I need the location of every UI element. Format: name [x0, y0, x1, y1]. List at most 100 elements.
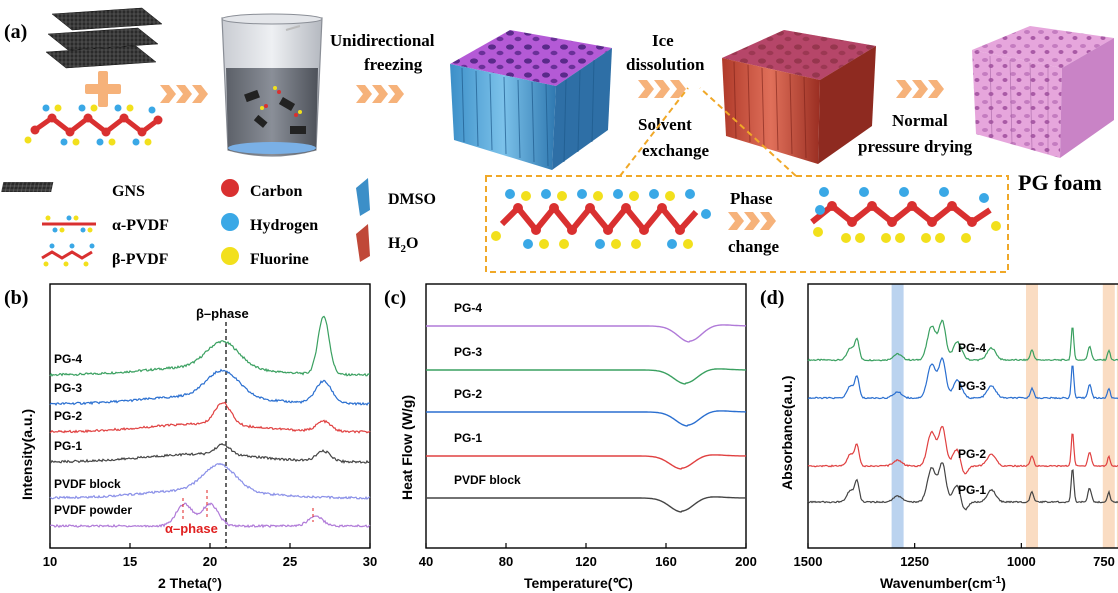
- panel-d-label: (d): [760, 287, 784, 309]
- legend-dmso: DMSO: [388, 191, 436, 208]
- dsc-tick-label-1: 80: [499, 554, 513, 569]
- ftir-chart: PG-4 PG-3 PG-2 PG-1 1500 1250 1000 750 Wavenum…: [779, 283, 1118, 591]
- beta-pvdf-molecule-icon: [810, 187, 1001, 243]
- xrd-series-label-4: PVDF block: [54, 477, 121, 491]
- ftir-tick-label-0: 1500: [794, 554, 823, 569]
- alpha-phase-label: α–phase: [165, 521, 218, 536]
- step-pressure-drying: pressure drying: [858, 137, 973, 156]
- arrow-chevrons-3: [638, 80, 686, 98]
- step-dissolution: dissolution: [626, 55, 705, 74]
- legend-carbon: Carbon: [250, 183, 303, 200]
- beta-phase-label: β–phase: [196, 306, 249, 321]
- xrd-tick-label-2: 20: [203, 554, 217, 569]
- dsc-tick-label-4: 200: [735, 554, 757, 569]
- dsc-series-label-3: PG-1: [454, 431, 482, 445]
- dsc-series-label-4: PVDF block: [454, 473, 521, 487]
- ftir-xlabel: Wavenumber(cm-1): [880, 575, 1006, 591]
- change-label: change: [728, 237, 779, 256]
- dsc-tick-label-3: 160: [655, 554, 677, 569]
- pg-foam-icon: [972, 26, 1114, 158]
- dsc-series-4: [426, 496, 747, 513]
- ftir-series-label-2: PG-2: [958, 447, 986, 461]
- legend-gns: GNS: [112, 183, 145, 200]
- xrd-ylabel: Intensity(a.u.): [19, 409, 35, 500]
- xrd-chart: β–phase α–phase PG-4 PG-3 PG-2 PG-1 PVDF blo…: [19, 283, 377, 591]
- ice-dissolved-scaffold-icon: [722, 30, 876, 164]
- h2o-legend-icon: [356, 224, 370, 262]
- gns-legend-icon: [1, 182, 54, 192]
- panel-b-label: (b): [4, 287, 28, 309]
- xrd-tick-label-4: 30: [363, 554, 377, 569]
- ftir-tick-label-3: 750: [1093, 554, 1115, 569]
- alpha-legend-icon: [42, 215, 96, 233]
- arrow-chevrons-2: [356, 85, 404, 103]
- step-solvent: Solvent: [638, 115, 692, 134]
- xrd-series-0: [49, 315, 371, 377]
- carbon-legend-icon: [221, 179, 239, 197]
- ftir-series-1: [807, 356, 1118, 400]
- arrow-chevrons-1: [160, 85, 208, 103]
- phase-change-callout: [485, 87, 1009, 273]
- legend-h2o: H2O: [388, 235, 418, 255]
- beaker-icon: [221, 13, 323, 157]
- ftir-band-0: [891, 284, 904, 548]
- dsc-ylabel: Heat Flow (W/g): [399, 395, 415, 500]
- ftir-series-3: [807, 462, 1118, 511]
- xrd-series-5: [50, 502, 371, 529]
- ftir-series-label-0: PG-4: [958, 341, 986, 355]
- ftir-tick-label-1: 1250: [900, 554, 929, 569]
- dsc-chart: PG-4 PG-3 PG-2 PG-1 PVDF block 40 80 120 160 200…: [399, 283, 757, 591]
- xrd-tick-label-1: 15: [123, 554, 137, 569]
- ftir-series-0: [807, 319, 1118, 362]
- gns-stack-icon: [45, 7, 163, 69]
- xrd-series-3: [49, 443, 371, 464]
- product-label: PG foam: [1018, 170, 1102, 195]
- xrd-series-label-2: PG-2: [54, 409, 82, 423]
- legend-hydrogen: Hydrogen: [250, 217, 318, 234]
- ftir-tick-label-2: 1000: [1007, 554, 1036, 569]
- arrow-chevrons-5: [728, 212, 776, 230]
- phase-label: Phase: [730, 189, 773, 208]
- dsc-series-0: [426, 324, 746, 343]
- xrd-series-label-1: PG-3: [54, 381, 82, 395]
- panel-c-label: (c): [384, 287, 406, 309]
- legend-alpha-pvdf: α-PVDF: [112, 217, 169, 234]
- xrd-xlabel: 2 Theta(°): [158, 575, 222, 591]
- legend-beta-pvdf: β-PVDF: [112, 251, 169, 268]
- step-normal: Normal: [892, 111, 948, 130]
- dsc-xlabel: Temperature(℃): [524, 575, 633, 591]
- ftir-band-2: [1102, 284, 1115, 548]
- alpha-pvdf-molecule-icon: [491, 189, 711, 249]
- legend-fluorine: Fluorine: [250, 251, 309, 268]
- pvdf-molecule-icon: [24, 104, 163, 146]
- xrd-tick-label-3: 25: [283, 554, 297, 569]
- xrd-series-4: [49, 462, 371, 500]
- dsc-series-2: [426, 410, 746, 427]
- dsc-series-label-0: PG-4: [454, 301, 482, 315]
- xrd-series-1: [49, 368, 370, 406]
- step-ice: Ice: [652, 31, 674, 50]
- step-exchange: exchange: [642, 141, 710, 160]
- xrd-series-label-0: PG-4: [54, 352, 82, 366]
- dsc-tick-label-2: 120: [575, 554, 597, 569]
- beta-legend-icon: [41, 243, 95, 267]
- ftir-ylabel: Absorbance(a.u.): [779, 376, 795, 490]
- ftir-band-3: [1116, 284, 1118, 548]
- hydrogen-legend-icon: [221, 213, 239, 231]
- step-unidirectional: Unidirectional: [330, 31, 435, 50]
- dsc-tick-label-0: 40: [419, 554, 433, 569]
- fluorine-legend-icon: [221, 247, 239, 265]
- ftir-series-label-3: PG-1: [958, 483, 986, 497]
- xrd-series-label-3: PG-1: [54, 439, 82, 453]
- dsc-series-label-2: PG-2: [454, 387, 482, 401]
- frozen-scaffold-icon: [450, 30, 612, 170]
- xrd-tick-label-0: 10: [43, 554, 57, 569]
- dmso-legend-icon: [356, 178, 370, 216]
- xrd-series-label-5: PVDF powder: [54, 503, 132, 517]
- legend: GNS α-PVDF β-PVDF Carbon Hydrogen Fluori…: [1, 178, 436, 268]
- step-freezing: freezing: [364, 55, 423, 74]
- ftir-band-1: [1026, 284, 1038, 548]
- plus-icon: [85, 71, 121, 107]
- ftir-plot-frame: [807, 283, 1118, 549]
- dsc-plot-frame: [425, 283, 747, 549]
